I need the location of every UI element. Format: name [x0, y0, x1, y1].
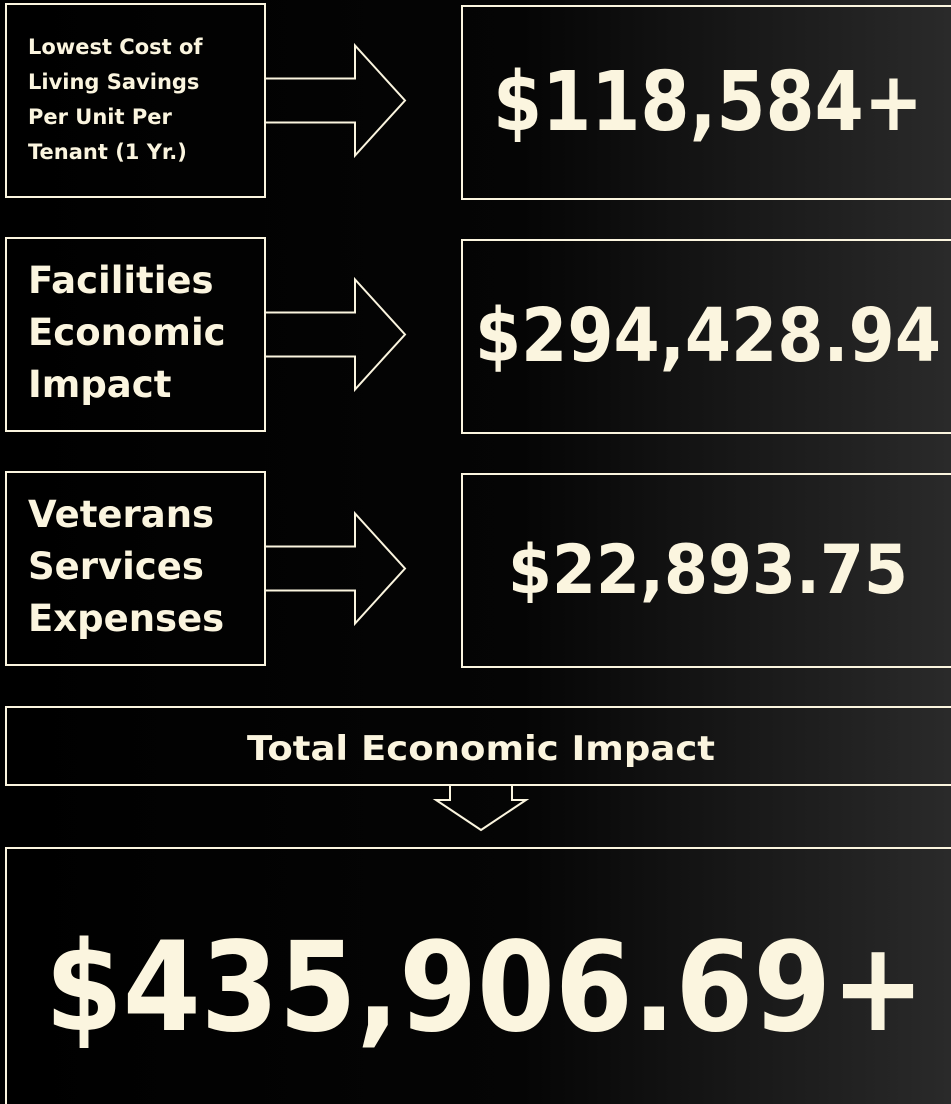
- row-label-line: Per Unit Per: [28, 105, 172, 129]
- row-value-box: [461, 473, 951, 668]
- row-value: $22,893.75: [508, 531, 908, 610]
- row-value-box: [461, 5, 951, 200]
- row-label-line: Facilities: [28, 259, 214, 302]
- row-label-line: Veterans: [28, 493, 214, 536]
- row-value-box: [461, 239, 951, 434]
- total-value-box: [5, 847, 951, 1104]
- row-label-line: Impact: [28, 363, 171, 406]
- row-label-box: [5, 471, 266, 666]
- down-arrow: [432, 785, 530, 832]
- right-arrow: [265, 510, 407, 627]
- row-label-line: Services: [28, 545, 204, 588]
- right-arrow: [265, 42, 407, 159]
- row-label-line: Living Savings: [28, 70, 199, 94]
- row-label-box: [5, 3, 266, 198]
- row-value: $118,584+: [493, 55, 923, 150]
- row-label-box: [5, 237, 266, 432]
- total-value: $435,906.69+: [45, 916, 925, 1060]
- row-value: $294,428.94: [475, 293, 941, 379]
- total-label-box: [5, 706, 951, 786]
- row-label-line: Tenant (1 Yr.): [28, 140, 187, 164]
- total-label: Total Economic Impact: [247, 729, 715, 769]
- row-label-line: Expenses: [28, 597, 224, 640]
- row-label-line: Lowest Cost of: [28, 35, 203, 59]
- row-label-line: Economic: [28, 311, 226, 354]
- right-arrow: [265, 276, 407, 393]
